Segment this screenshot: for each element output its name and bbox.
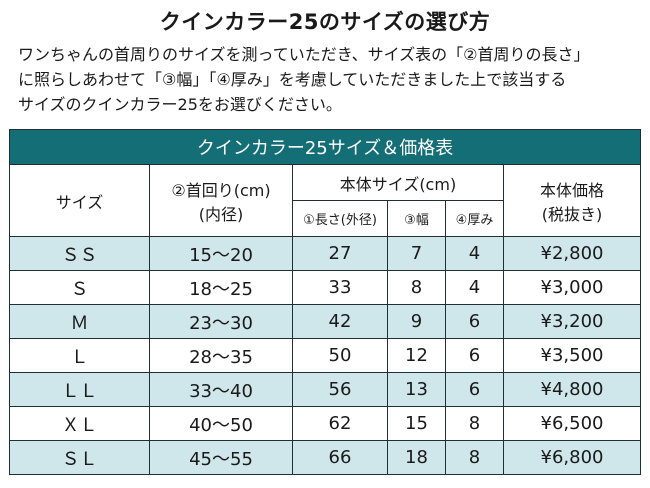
table-caption: クインカラー25サイズ＆価格表 [8,129,642,165]
table-row: Ｌ 28〜35 50 12 6 ¥3,500 [9,338,642,373]
header-neck-line2: (内径) [198,204,244,224]
cell-price: ¥6,500 [502,406,642,441]
cell-price: ¥3,500 [502,338,642,373]
cell-width: 13 [387,372,446,407]
table-row: Ｓ 18〜25 33 8 4 ¥3,000 [9,270,642,305]
table-row: ＸＬ 40〜50 62 15 8 ¥6,500 [9,406,642,441]
intro-text: ワンちゃんの首周りのサイズを測っていただき、サイズ表の「②首周りの長さ」 に照ら… [18,42,638,117]
header-width: ③幅 [387,200,446,237]
table-row: ＳＬ 45〜55 66 18 8 ¥6,800 [9,440,642,475]
header-price-line2: (税抜き) [541,204,603,224]
table-row: ＬＬ 33〜40 56 13 6 ¥4,800 [9,372,642,407]
cell-size: ＳＳ [9,236,150,271]
cell-width: 12 [387,338,446,373]
cell-thickness: 6 [445,372,504,407]
cell-size: Ｍ [9,304,150,339]
cell-neck: 15〜20 [149,236,293,271]
header-price: 本体価格 (税抜き) [502,164,642,237]
cell-size: ＸＬ [9,406,150,441]
cell-thickness: 8 [445,440,504,475]
cell-price: ¥3,000 [502,270,642,305]
cell-width: 18 [387,440,446,475]
cell-price: ¥3,200 [502,304,642,339]
cell-length: 33 [292,270,388,305]
header-price-line1: 本体価格 [540,180,605,200]
header-thickness: ④厚み [445,200,504,237]
cell-width: 15 [387,406,446,441]
cell-width: 8 [387,270,446,305]
cell-width: 7 [387,236,446,271]
intro-line: ワンちゃんの首周りのサイズを測っていただき、サイズ表の「②首周りの長さ」 [18,45,590,64]
cell-price: ¥6,800 [502,440,642,475]
cell-price: ¥4,800 [502,372,642,407]
header-length: ①長さ(外径) [292,200,388,237]
cell-neck: 45〜55 [149,440,293,475]
intro-line: サイズのクインカラー25をお選びください。 [18,95,342,114]
cell-thickness: 8 [445,406,504,441]
cell-size: ＳＬ [9,440,150,475]
cell-thickness: 6 [445,304,504,339]
cell-length: 62 [292,406,388,441]
header-size: サイズ [9,164,150,237]
cell-width: 9 [387,304,446,339]
cell-size: ＬＬ [9,372,150,407]
cell-neck: 28〜35 [149,338,293,373]
header-body-size: 本体サイズ(cm) [292,164,504,201]
cell-price: ¥2,800 [502,236,642,271]
cell-thickness: 4 [445,236,504,271]
cell-length: 42 [292,304,388,339]
intro-line: に照らしあわせて「③幅」「④厚み」を考慮していただきました上で該当する [18,70,567,89]
cell-length: 66 [292,440,388,475]
cell-length: 50 [292,338,388,373]
header-neck: ②首回り(cm) (内径) [149,164,293,237]
cell-neck: 40〜50 [149,406,293,441]
cell-length: 56 [292,372,388,407]
cell-neck: 33〜40 [149,372,293,407]
table-row: Ｍ 23〜30 42 9 6 ¥3,200 [9,304,642,339]
cell-thickness: 4 [445,270,504,305]
cell-size: Ｓ [9,270,150,305]
size-price-table: クインカラー25サイズ＆価格表 サイズ ②首回り(cm) (内径) 本体サイズ(… [8,129,642,475]
table-row: ＳＳ 15〜20 27 7 4 ¥2,800 [9,236,642,271]
header-neck-line1: ②首回り(cm) [171,180,271,200]
cell-size: Ｌ [9,338,150,373]
table-body: ＳＳ 15〜20 27 7 4 ¥2,800 Ｓ 18〜25 33 8 4 ¥3… [9,236,642,475]
page-title: クインカラー25のサイズの選び方 [159,10,491,34]
cell-thickness: 6 [445,338,504,373]
cell-neck: 23〜30 [149,304,293,339]
cell-length: 27 [292,236,388,271]
cell-neck: 18〜25 [149,270,293,305]
